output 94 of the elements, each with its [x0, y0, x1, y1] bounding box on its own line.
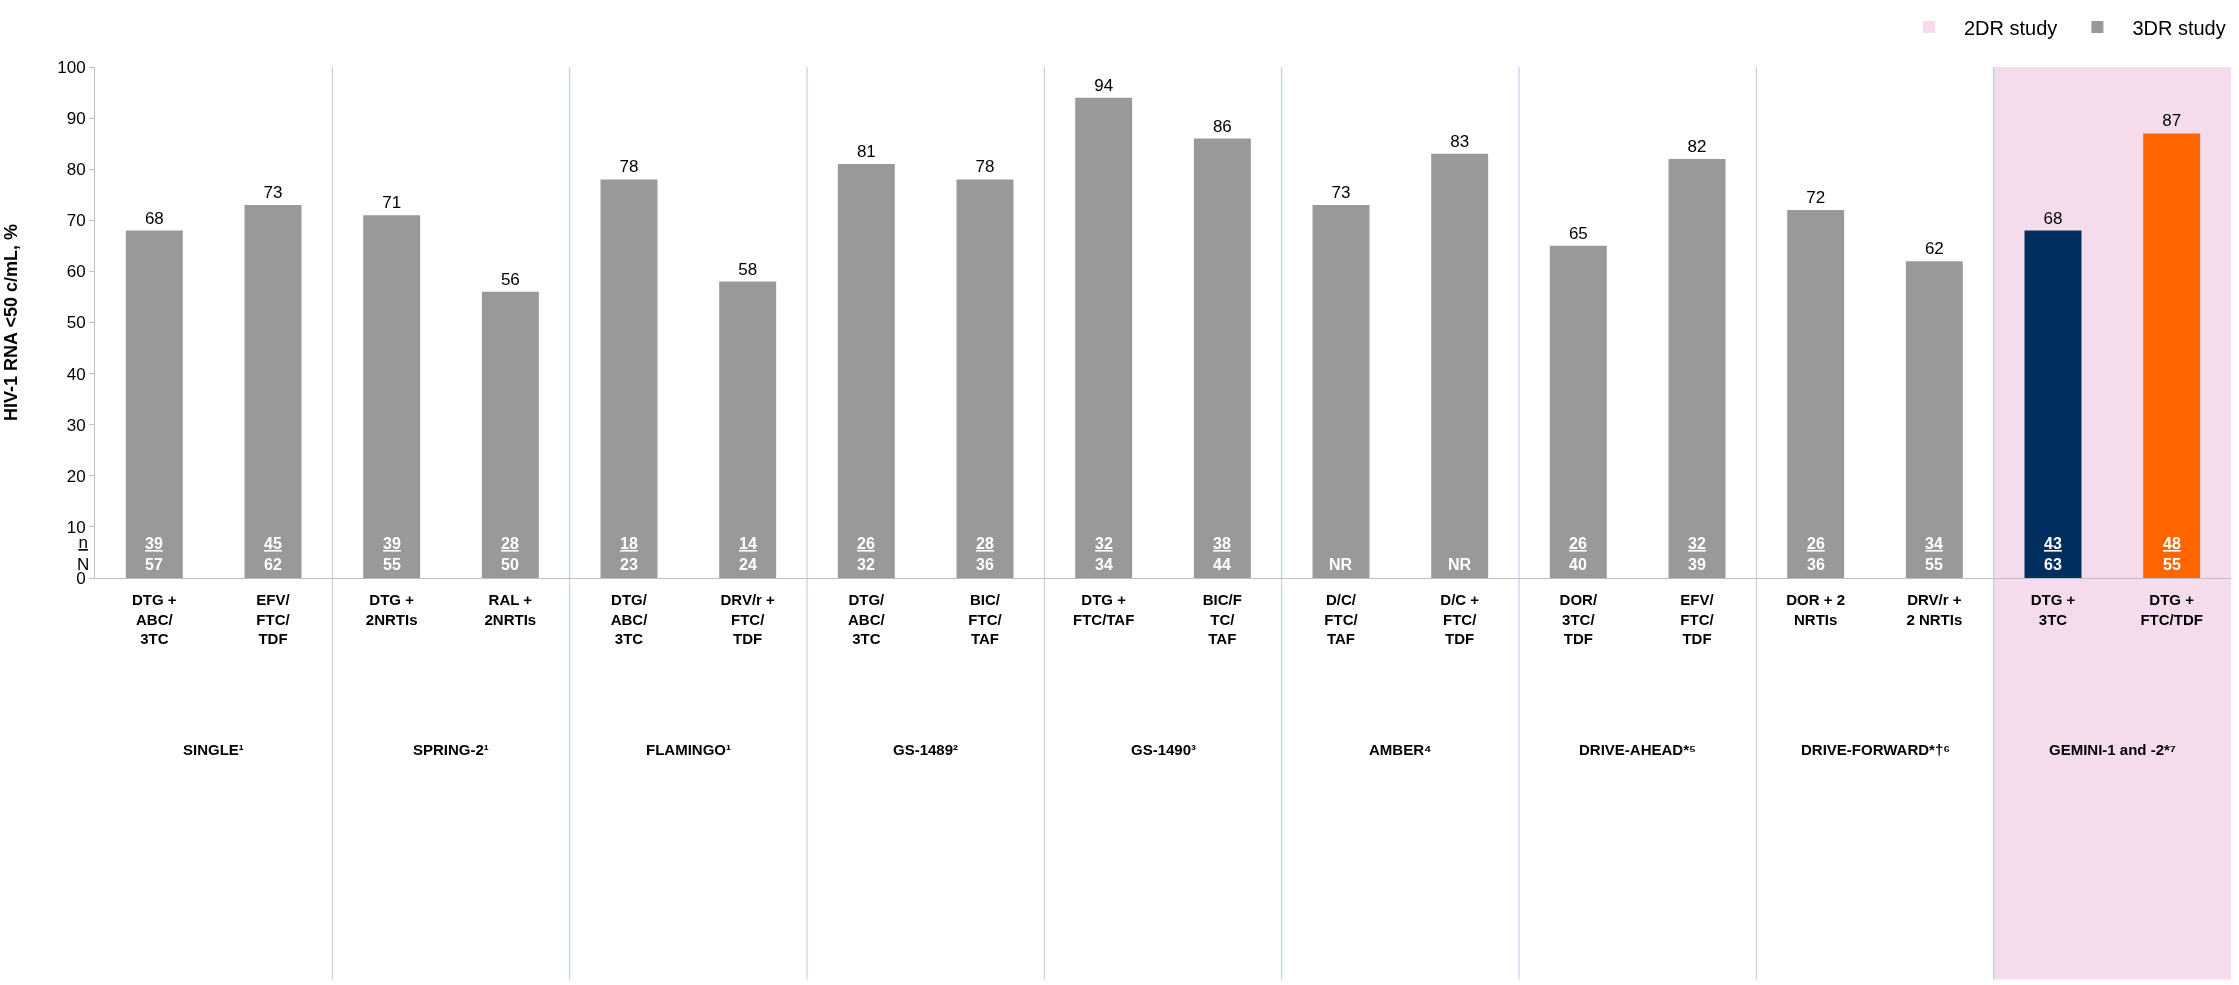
x-tick-label: DOR + 2 NRTIs: [1786, 591, 1846, 628]
x-tick-label: DTG + FTC/TDF: [2140, 591, 2203, 628]
legend-label: 3DR study: [2132, 16, 2226, 39]
x-tick-label: DTG + 2NRTIs: [365, 591, 418, 628]
annotation: 45 62: [264, 535, 282, 573]
annotation: 39 55: [383, 535, 401, 573]
data-label: 73: [263, 182, 283, 202]
data-label: 73: [1331, 182, 1351, 202]
bar: [125, 230, 183, 578]
text: GS-1489²: [893, 741, 959, 758]
annotation: 26 36: [1807, 535, 1825, 573]
x-tick-label: EFV/ FTC/ TDF: [1680, 591, 1715, 647]
data-label: 94: [1094, 75, 1114, 95]
y-tick-label: 50: [66, 313, 86, 333]
data-label: 82: [1687, 136, 1707, 156]
data-label: 58: [738, 259, 758, 279]
bar: [363, 215, 421, 578]
data-label: 81: [856, 142, 876, 162]
annotation: 43 63: [2044, 535, 2062, 573]
y-tick-label: 10: [66, 517, 86, 537]
x-tick-label: DTG/ ABC/ 3TC: [847, 591, 886, 647]
text: AMBER⁴: [1369, 741, 1432, 758]
x-tick-label: DRV/r + 2 NRTIs: [1906, 591, 1963, 628]
y-tick-label: 70: [66, 211, 86, 231]
bar: [481, 291, 539, 578]
text: DRIVE-AHEAD*⁵: [1579, 741, 1697, 758]
text: SPRING-2¹: [413, 741, 489, 758]
y-tick-label: 30: [66, 415, 86, 435]
annotation: NR: [1448, 556, 1472, 573]
x-tick-label: DTG + FTC/TAF: [1072, 591, 1135, 628]
y-tick-label: 20: [66, 466, 86, 486]
annotation: 32 34: [1095, 535, 1113, 573]
annotation: 38 44: [1213, 535, 1231, 573]
y-tick-label: 90: [66, 109, 86, 129]
data-label: 78: [619, 157, 639, 177]
text: SINGLE¹: [183, 741, 244, 758]
data-label: 68: [2043, 208, 2063, 228]
x-tick-label: D/C/ FTC/ TAF: [1324, 591, 1359, 647]
annotation: 34 55: [1925, 535, 1943, 573]
annotation: 28 36: [976, 535, 994, 573]
x-tick-label: BIC/F TC/ TAF: [1202, 591, 1242, 647]
y-tick-label: 40: [66, 364, 86, 384]
data-label: 83: [1450, 131, 1470, 151]
data-label: 56: [500, 269, 520, 289]
data-label: 86: [1212, 116, 1232, 136]
x-tick-label: DOR/ 3TC/ TDF: [1559, 591, 1598, 647]
x-tick-label: DTG + ABC/ 3TC: [132, 591, 177, 647]
data-label: 65: [1568, 223, 1588, 243]
data-label: 68: [144, 208, 164, 228]
bar: [1431, 153, 1489, 578]
annotation: 26 32: [857, 535, 875, 573]
data-label: 71: [382, 193, 402, 213]
bar: [956, 179, 1014, 578]
text: GEMINI-1 and -2*⁷: [2049, 741, 2177, 758]
x-tick-label: BIC/ FTC/ TAF: [968, 591, 1003, 647]
annotation: 14 24: [739, 535, 757, 573]
bar: [2143, 133, 2201, 578]
x-tick-label: DTG/ ABC/ 3TC: [610, 591, 649, 647]
x-tick-label: RAL + 2NRTIs: [484, 591, 537, 628]
y-tick-label: 100: [57, 57, 86, 77]
annotation: 39 57: [145, 535, 163, 573]
annotation: 28 50: [501, 535, 519, 573]
x-tick-label: D/C + FTC/ TDF: [1440, 591, 1480, 647]
annotation: NR: [1329, 556, 1353, 573]
bar: [2024, 230, 2082, 578]
y-tick-label: 80: [66, 160, 86, 180]
annotation: 26 40: [1569, 535, 1587, 573]
data-label: 87: [2162, 111, 2182, 131]
annotation: 32 39: [1688, 535, 1706, 573]
bar: [1193, 138, 1251, 578]
y-tick-label: 60: [66, 262, 86, 282]
bar: [1905, 261, 1963, 578]
bar: [1787, 210, 1845, 578]
annotation: 48 55: [2163, 535, 2181, 573]
bar: [837, 164, 895, 578]
data-label: 72: [1806, 188, 1826, 208]
bar: [600, 179, 658, 578]
x-tick-label: EFV/ FTC/ TDF: [256, 591, 291, 647]
x-tick-label: DTG + 3TC: [2030, 591, 2076, 628]
bar: [719, 281, 777, 578]
legend-label: 2DR study: [1964, 16, 2058, 39]
y-axis-title: HIV-1 RNA <50 c/mL, %: [1, 224, 22, 421]
data-label: 78: [975, 157, 995, 177]
x-tick-label: DRV/r + FTC/ TDF: [720, 591, 776, 647]
annotation: 18 23: [620, 535, 638, 573]
data-label: 62: [1924, 239, 1944, 259]
bar: [244, 204, 302, 578]
text: DRIVE-FORWARD*†⁶: [1801, 741, 1951, 758]
bar: [1312, 204, 1370, 578]
bar: [1549, 245, 1607, 578]
bar: [1668, 158, 1726, 578]
text: GS-1490³: [1131, 741, 1197, 758]
text: FLAMINGO¹: [646, 741, 731, 758]
bar: [1075, 97, 1133, 578]
